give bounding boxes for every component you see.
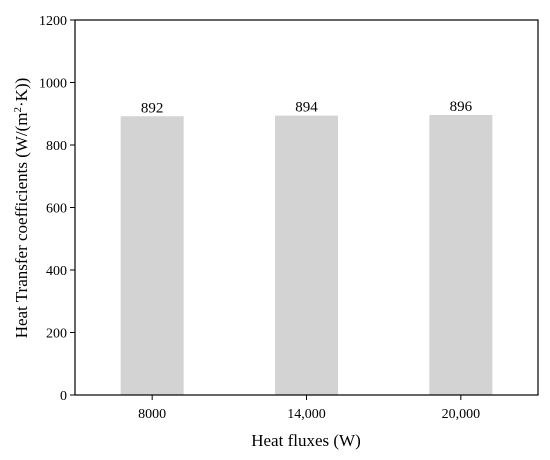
data-label: 896	[450, 99, 473, 115]
data-labels-group: 892 894 896	[141, 99, 473, 116]
y-tick-label: 200	[46, 327, 67, 342]
x-tick-label: 8000	[138, 407, 166, 422]
bar	[429, 115, 493, 395]
bar	[120, 116, 184, 395]
x-tick-label: 14,000	[287, 407, 326, 422]
y-tick-label: 1200	[39, 14, 67, 29]
y-tick-label: 800	[46, 139, 67, 154]
data-label: 892	[141, 100, 164, 116]
y-tick-label: 0	[60, 389, 67, 404]
y-axis-title-suffix: ·K))	[12, 78, 31, 107]
y-axis-title: Heat Transfer coefficients (W/(m2·K))	[12, 78, 31, 339]
data-label: 894	[295, 100, 318, 116]
y-tick-label: 600	[46, 202, 67, 217]
y-tick-label: 400	[46, 264, 67, 279]
bars-group	[120, 115, 493, 395]
y-axis-title-superscript: 2	[12, 107, 24, 113]
bar	[275, 115, 338, 395]
y-axis-title-main: Heat Transfer coefficients (W/(m	[12, 112, 31, 338]
x-axis-title: Heat fluxes (W)	[251, 431, 361, 450]
x-axis-ticks: 8000 14,000 20,000	[138, 395, 480, 422]
x-tick-label: 20,000	[442, 407, 481, 422]
y-axis-ticks: 0 200 400 600 800 1000 1200	[39, 14, 75, 404]
y-tick-label: 1000	[39, 77, 67, 92]
